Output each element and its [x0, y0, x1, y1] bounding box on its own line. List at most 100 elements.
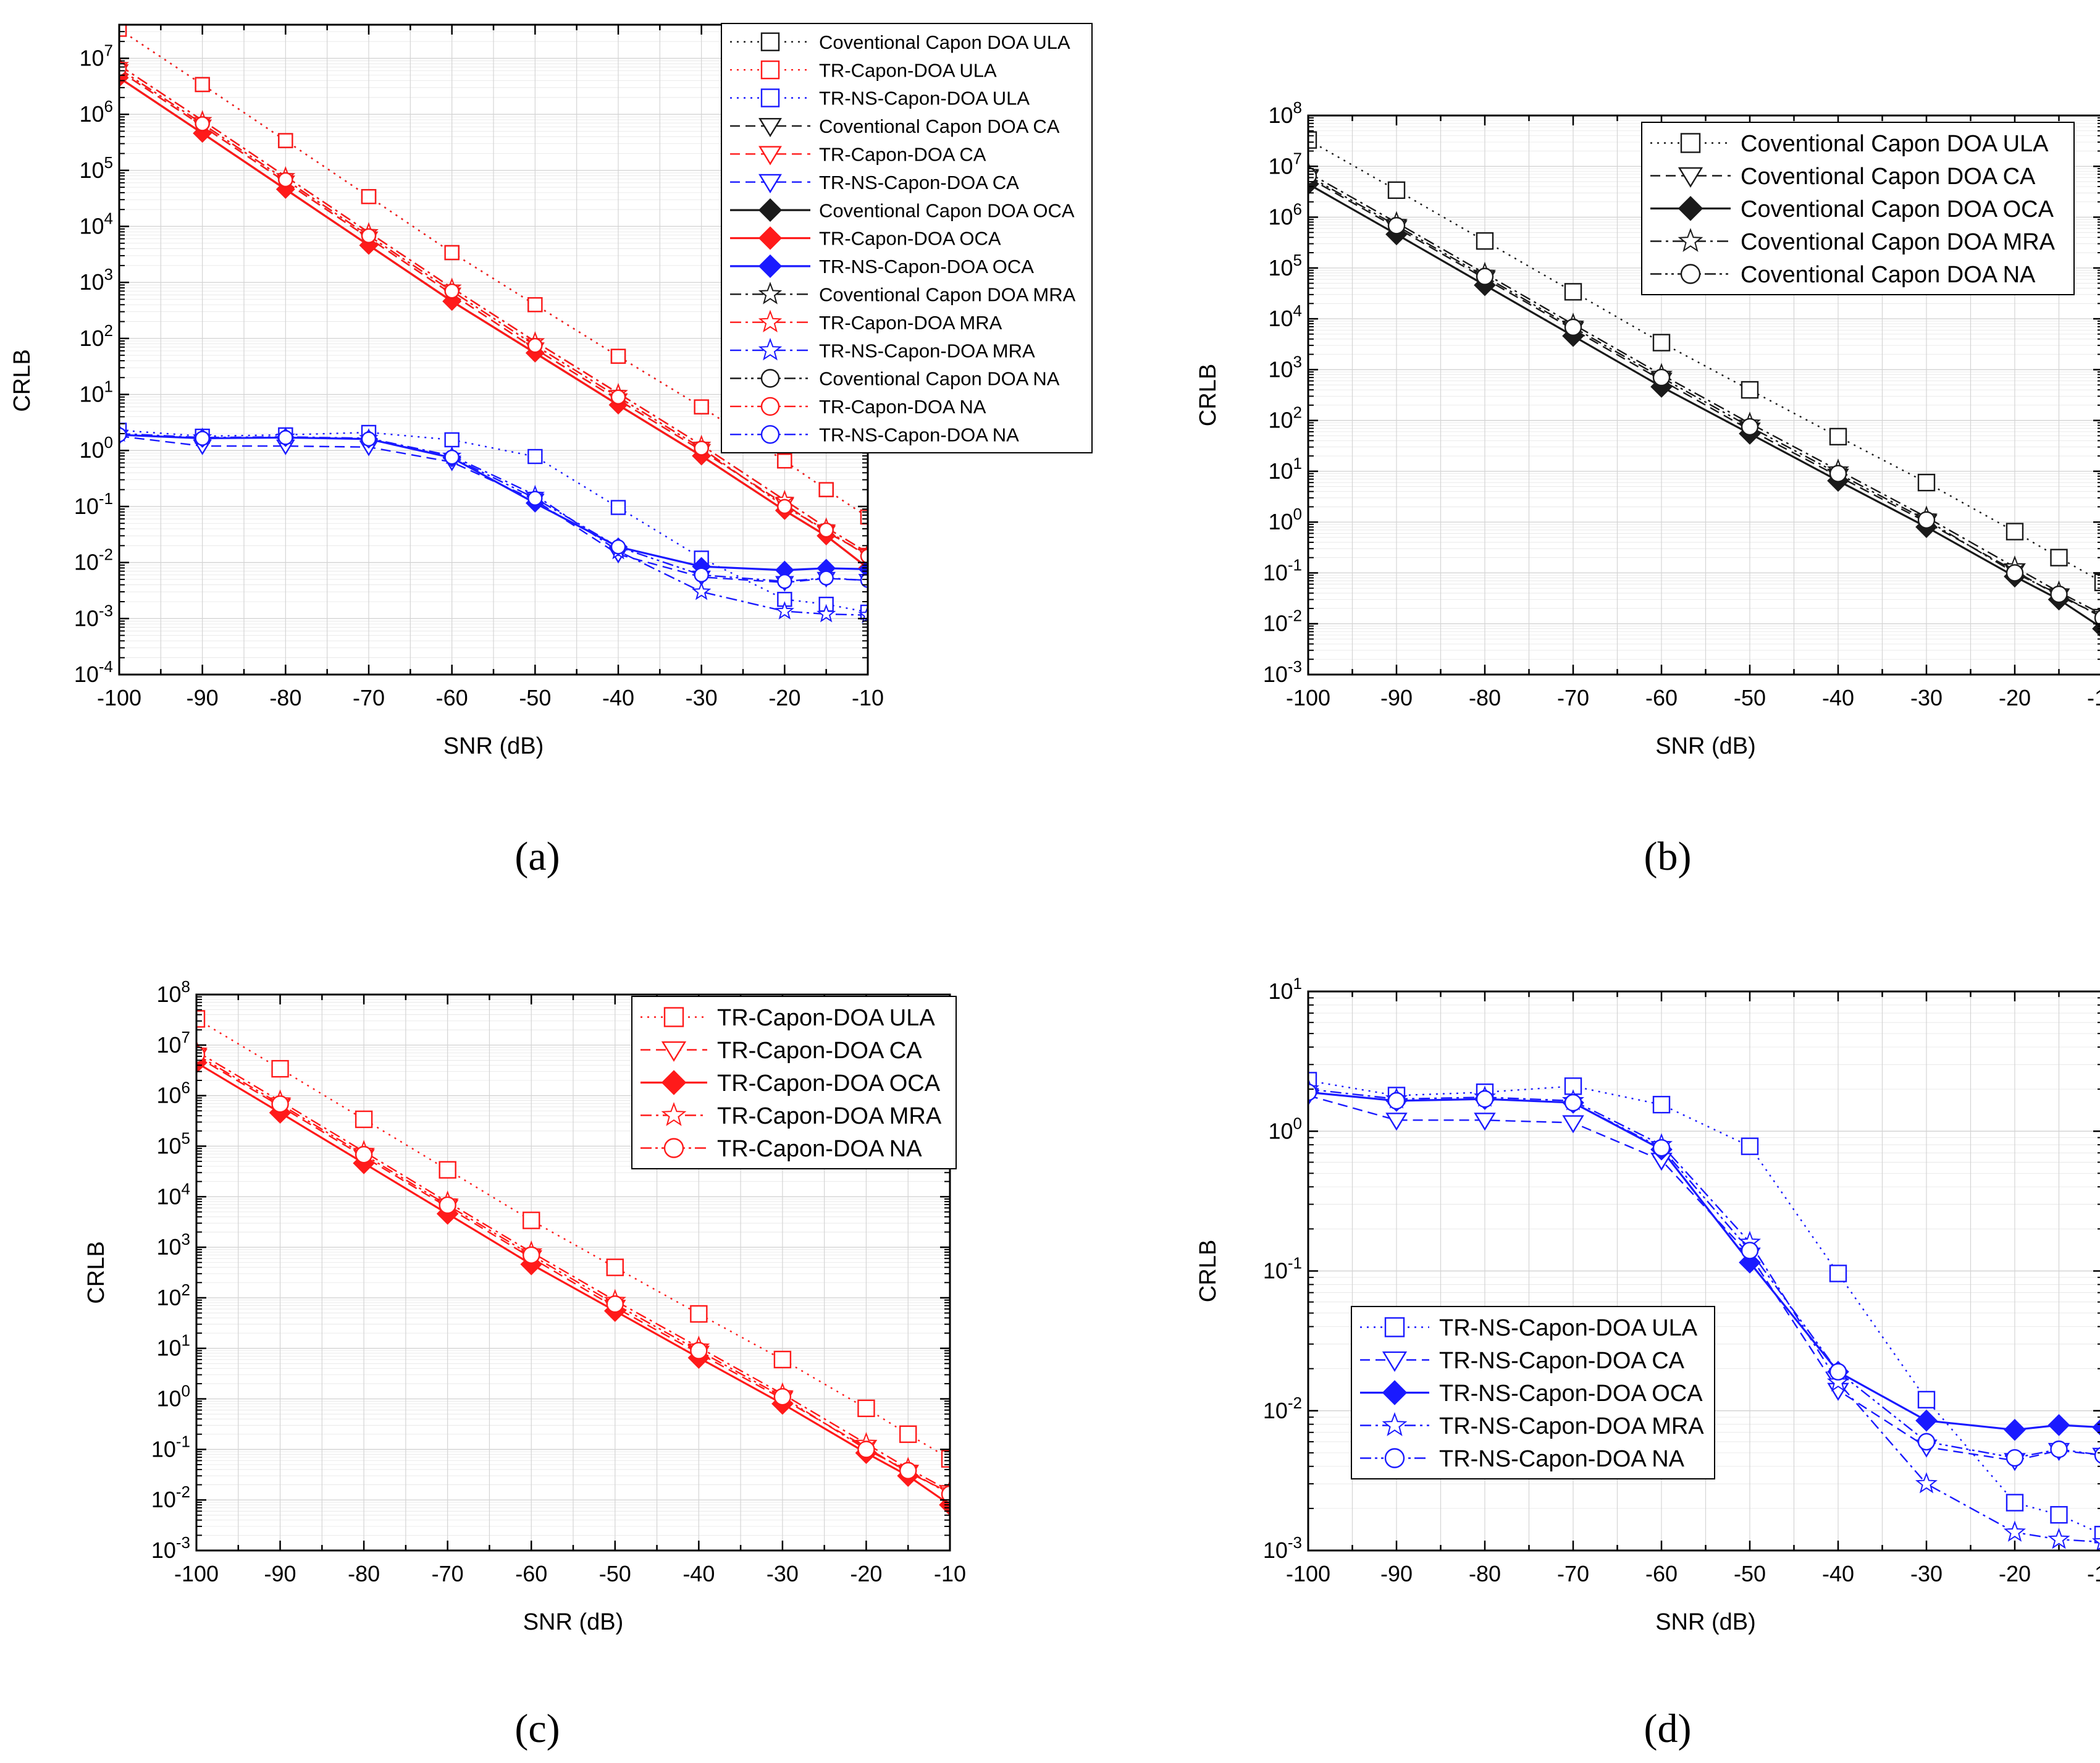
legend-label: Coventional Capon DOA ULA [819, 32, 1070, 53]
data-point-a-1 [527, 297, 543, 313]
series-group-a [119, 25, 868, 624]
x-tick-label: -20 [850, 1561, 882, 1586]
x-tick-label: -60 [1645, 685, 1678, 710]
panel-d: -100 -90 -80 -70 -60 -50 -40 -30 -20 -10 SNR (dB) 1… [1195, 974, 2100, 1635]
y-tick-label: 10-3 [74, 601, 113, 631]
y-tick-label: 103 [79, 265, 113, 295]
legend-marker [661, 1102, 687, 1126]
data-point-b-0 [1917, 473, 1936, 492]
data-point-b-0 [1564, 283, 1582, 301]
data-point-a-13 [195, 116, 210, 132]
data-point-a-1 [818, 482, 834, 497]
x-tick-label: -100 [1286, 685, 1330, 710]
y-tick-label: 106 [79, 97, 113, 127]
grid-b [1308, 115, 2100, 675]
data-point-a-1 [694, 399, 709, 414]
x-tick-label: -40 [1822, 1561, 1854, 1586]
data-point-a-14 [119, 427, 127, 443]
data-point-b-0 [2006, 523, 2024, 541]
data-point-c-4 [606, 1295, 624, 1313]
data-point-a-1 [860, 509, 868, 525]
y-tick-label: 100 [1268, 505, 1302, 534]
data-point-a-14 [278, 430, 293, 445]
legend-marker [758, 309, 783, 333]
x-tick-label: -20 [1999, 1561, 2031, 1586]
y-axis-label-a: CRLB [9, 349, 35, 411]
data-point-a-14 [818, 570, 834, 586]
data-point-d-3 [2048, 1528, 2070, 1549]
data-point-d-3 [1915, 1472, 1938, 1494]
y-tick-label: 102 [79, 321, 113, 351]
legend-label: TR-NS-Capon-DOA CA [819, 172, 1019, 193]
x-tick-label: -30 [1910, 685, 1942, 710]
x-tick-label: -50 [519, 685, 551, 710]
y-tick-label: 10-1 [74, 489, 113, 519]
data-point-a-13 [860, 549, 868, 564]
y-tick-label: 10-2 [1263, 607, 1302, 636]
legend-label: TR-Capon-DOA MRA [717, 1103, 942, 1129]
x-axis-d: -100 -90 -80 -70 -60 -50 -40 -30 -20 -10 [1286, 991, 2100, 1586]
y-tick-label: 10-2 [151, 1483, 190, 1512]
y-tick-label: 10-3 [1263, 1533, 1302, 1563]
legend-label: TR-NS-Capon-DOA MRA [819, 340, 1035, 361]
series-line-b-4 [1308, 175, 2100, 618]
y-tick-label: 101 [1268, 454, 1302, 484]
y-tick-label: 106 [1268, 200, 1302, 230]
data-point-c-4 [271, 1095, 289, 1113]
y-tick-label: 105 [1268, 251, 1302, 280]
data-point-c-4 [941, 1485, 950, 1504]
legend-label: TR-Capon-DOA NA [819, 396, 986, 418]
y-tick-label: 106 [156, 1079, 190, 1108]
x-tick-label: -90 [1380, 685, 1413, 710]
data-point-a-2 [527, 448, 543, 465]
legend-label: TR-Capon-DOA OCA [717, 1071, 941, 1096]
data-point-c-0 [606, 1258, 624, 1276]
y-tick-label: 100 [79, 433, 113, 463]
legend-c: TR-Capon-DOA ULA TR-Capon-DOA CA TR-Capon-… [631, 996, 957, 1169]
panel-b: -100 -90 -80 -70 -60 -50 -40 -30 -20 -10 SNR (dB) 1… [1195, 98, 2100, 759]
data-point-d-4 [1476, 1090, 1494, 1108]
legend-marker [663, 1138, 684, 1158]
series-line-a-14 [119, 434, 868, 583]
legend-label: TR-NS-Capon-DOA ULA [1439, 1315, 1698, 1341]
caption-a: (a) [514, 834, 560, 879]
data-point-b-0 [2094, 573, 2100, 592]
y-tick-label: 103 [1268, 352, 1302, 382]
data-point-d-0 [2094, 1526, 2100, 1544]
legend-label: TR-NS-Capon-DOA ULA [819, 88, 1030, 109]
data-point-c-0 [857, 1399, 875, 1418]
data-point-a-14 [860, 573, 868, 588]
legend-label: TR-NS-Capon-DOA NA [819, 424, 1019, 445]
legend-marker [760, 397, 780, 416]
legend-label: Coventional Capon DOA MRA [1741, 229, 2056, 255]
legend-label: TR-Capon-DOA CA [717, 1038, 922, 1064]
data-point-a-14 [195, 431, 210, 446]
x-axis-label-a: SNR (dB) [443, 733, 544, 759]
data-point-c-0 [439, 1161, 456, 1179]
data-point-d-4 [1652, 1139, 1671, 1157]
legend-marker [760, 88, 780, 107]
data-point-a-1 [777, 453, 792, 469]
x-tick-label: -80 [1469, 685, 1501, 710]
data-point-b-0 [1387, 181, 1406, 200]
y-tick-label: 104 [79, 209, 113, 238]
data-point-a-2 [610, 500, 626, 515]
x-tick-label: -40 [602, 685, 634, 710]
data-point-a-14 [361, 431, 377, 447]
y-axis-d: 10-3 10-2 10-1 100 101 [1263, 974, 2100, 1563]
y-axis-label-b: CRLB [1195, 364, 1221, 426]
legend-label: Coventional Capon DOA ULA [1741, 131, 2049, 157]
data-point-b-4 [1829, 465, 1847, 482]
data-point-d-4 [1308, 1083, 1317, 1101]
data-point-d-4 [2094, 1447, 2100, 1464]
y-tick-label: 10-1 [151, 1432, 190, 1462]
y-tick-label: 10-2 [74, 545, 113, 575]
data-point-d-2 [2048, 1414, 2070, 1436]
data-point-a-1 [195, 77, 210, 93]
series-line-c-4 [196, 1054, 950, 1495]
series-line-a-1 [119, 28, 868, 518]
data-point-c-4 [857, 1441, 875, 1458]
data-point-a-13 [777, 499, 792, 515]
x-tick-label: -100 [1286, 1561, 1330, 1586]
data-point-c-0 [523, 1211, 540, 1229]
